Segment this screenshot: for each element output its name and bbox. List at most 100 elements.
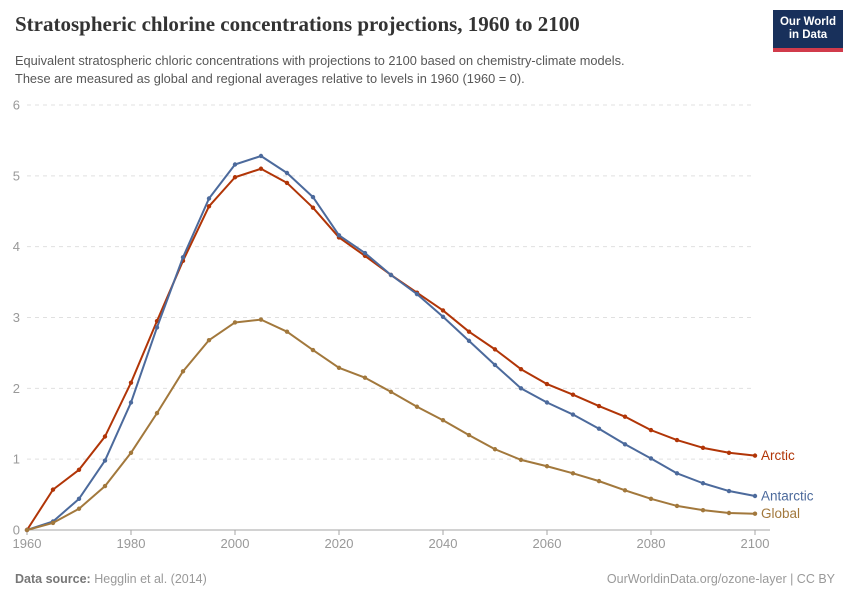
data-point-global-2020 (336, 365, 342, 370)
data-point-global-2025 (362, 375, 368, 380)
data-point-global-2000 (232, 320, 238, 325)
data-point-arctic-2050 (492, 347, 498, 352)
y-tick-label-4: 4 (13, 239, 20, 254)
data-point-antarctic-2065 (570, 412, 576, 417)
x-tick-label-2000: 2000 (221, 536, 250, 551)
series-arctic (24, 166, 758, 533)
data-point-global-2080 (648, 496, 654, 502)
data-point-arctic-2075 (622, 414, 628, 419)
data-point-global-2100 (752, 511, 758, 516)
data-point-antarctic-2100 (752, 493, 758, 499)
y-tick-label-6: 6 (13, 98, 20, 113)
data-point-antarctic-2045 (466, 338, 472, 344)
data-point-global-2070 (596, 478, 602, 484)
data-point-antarctic-2085 (674, 471, 680, 476)
line-antarctic (26, 155, 756, 531)
data-point-arctic-2085 (674, 437, 680, 443)
data-point-arctic-2095 (726, 450, 732, 455)
data-point-antarctic-1985 (154, 325, 160, 330)
data-point-arctic-2010 (284, 180, 290, 186)
owid-logo-line1: Our World (779, 15, 836, 28)
x-tick-label-2060: 2060 (533, 536, 562, 551)
data-point-global-2050 (492, 447, 498, 452)
data-point-global-2045 (466, 432, 472, 438)
data-point-antarctic-2080 (648, 456, 654, 461)
data-point-arctic-1980 (128, 380, 134, 385)
data-point-global-2040 (440, 418, 446, 423)
data-point-arctic-2005 (258, 166, 264, 171)
line-global (26, 318, 756, 531)
data-point-antarctic-2000 (232, 162, 238, 167)
data-point-antarctic-1995 (206, 196, 212, 201)
data-point-global-2035 (414, 404, 420, 409)
x-tick-label-2100: 2100 (741, 536, 770, 551)
data-point-global-2090 (700, 507, 706, 513)
data-point-antarctic-1975 (102, 458, 108, 463)
data-point-arctic-2070 (596, 403, 602, 409)
data-point-antarctic-2060 (544, 400, 550, 405)
data-point-global-1985 (154, 410, 160, 416)
data-point-antarctic-2020 (336, 233, 342, 238)
y-tick-label-2: 2 (13, 381, 20, 396)
data-point-arctic-2045 (466, 329, 472, 334)
series-global (24, 317, 758, 533)
x-tick-label-1980: 1980 (117, 536, 146, 551)
owid-logo-box: Our World in Data (773, 10, 843, 48)
data-point-antarctic-2095 (726, 488, 732, 494)
y-tick-label-1: 1 (13, 452, 20, 467)
data-point-global-2030 (388, 389, 394, 395)
data-point-global-2095 (726, 510, 732, 516)
data-point-global-1990 (180, 369, 186, 374)
data-source-value: Hegglin et al. (2014) (94, 572, 207, 586)
owid-logo: Our World in Data (773, 10, 843, 52)
data-point-arctic-2065 (570, 392, 576, 397)
data-point-antarctic-2005 (258, 153, 264, 159)
y-tick-label-0: 0 (13, 523, 20, 538)
data-point-arctic-2000 (232, 175, 238, 180)
chart-footer: Data source: Hegglin et al. (2014) OurWo… (0, 572, 850, 586)
series-label-antarctic: Antarctic (761, 489, 814, 504)
data-point-antarctic-2055 (518, 386, 524, 391)
data-point-arctic-1995 (206, 204, 212, 209)
data-point-antarctic-2070 (596, 426, 602, 431)
chart-subtitle: Equivalent stratospheric chloric concent… (15, 52, 765, 88)
data-point-global-2060 (544, 464, 550, 469)
data-point-antarctic-2050 (492, 362, 498, 368)
license-note: OurWorldinData.org/ozone-layer | CC BY (606, 572, 835, 586)
data-point-arctic-1965 (50, 487, 56, 492)
data-point-global-2055 (518, 457, 524, 463)
data-point-antarctic-1990 (180, 255, 186, 260)
owid-logo-stripe (773, 48, 843, 52)
series-label-arctic: Arctic (761, 448, 795, 463)
data-point-antarctic-2025 (362, 250, 368, 256)
data-point-arctic-1970 (76, 467, 82, 472)
subtitle-line-1: Equivalent stratospheric chloric concent… (15, 53, 625, 68)
data-point-antarctic-2090 (700, 481, 706, 486)
data-point-antarctic-1980 (128, 400, 134, 405)
data-point-antarctic-2010 (284, 170, 290, 176)
data-source-label: Data source: (15, 572, 91, 586)
data-point-arctic-2100 (752, 453, 758, 458)
x-tick-label-2040: 2040 (429, 536, 458, 551)
data-point-antarctic-1970 (76, 496, 82, 502)
data-point-global-2005 (258, 317, 264, 322)
data-point-antarctic-2075 (622, 442, 628, 447)
data-point-global-1975 (102, 483, 108, 489)
data-point-antarctic-2040 (440, 314, 446, 319)
data-point-global-1995 (206, 337, 212, 343)
data-point-antarctic-2035 (414, 291, 420, 297)
data-source: Data source: Hegglin et al. (2014) (15, 572, 207, 586)
data-point-antarctic-2030 (388, 272, 394, 278)
x-tick-label-2080: 2080 (637, 536, 666, 551)
data-point-global-1960 (24, 527, 30, 533)
data-point-arctic-2090 (700, 445, 706, 451)
data-point-arctic-2060 (544, 381, 550, 387)
line-arctic (26, 167, 756, 531)
data-point-global-2010 (284, 329, 290, 334)
y-tick-label-5: 5 (13, 168, 20, 183)
subtitle-line-2: These are measured as global and regiona… (15, 71, 525, 87)
data-point-global-2075 (622, 488, 628, 493)
data-point-global-2065 (570, 471, 576, 476)
